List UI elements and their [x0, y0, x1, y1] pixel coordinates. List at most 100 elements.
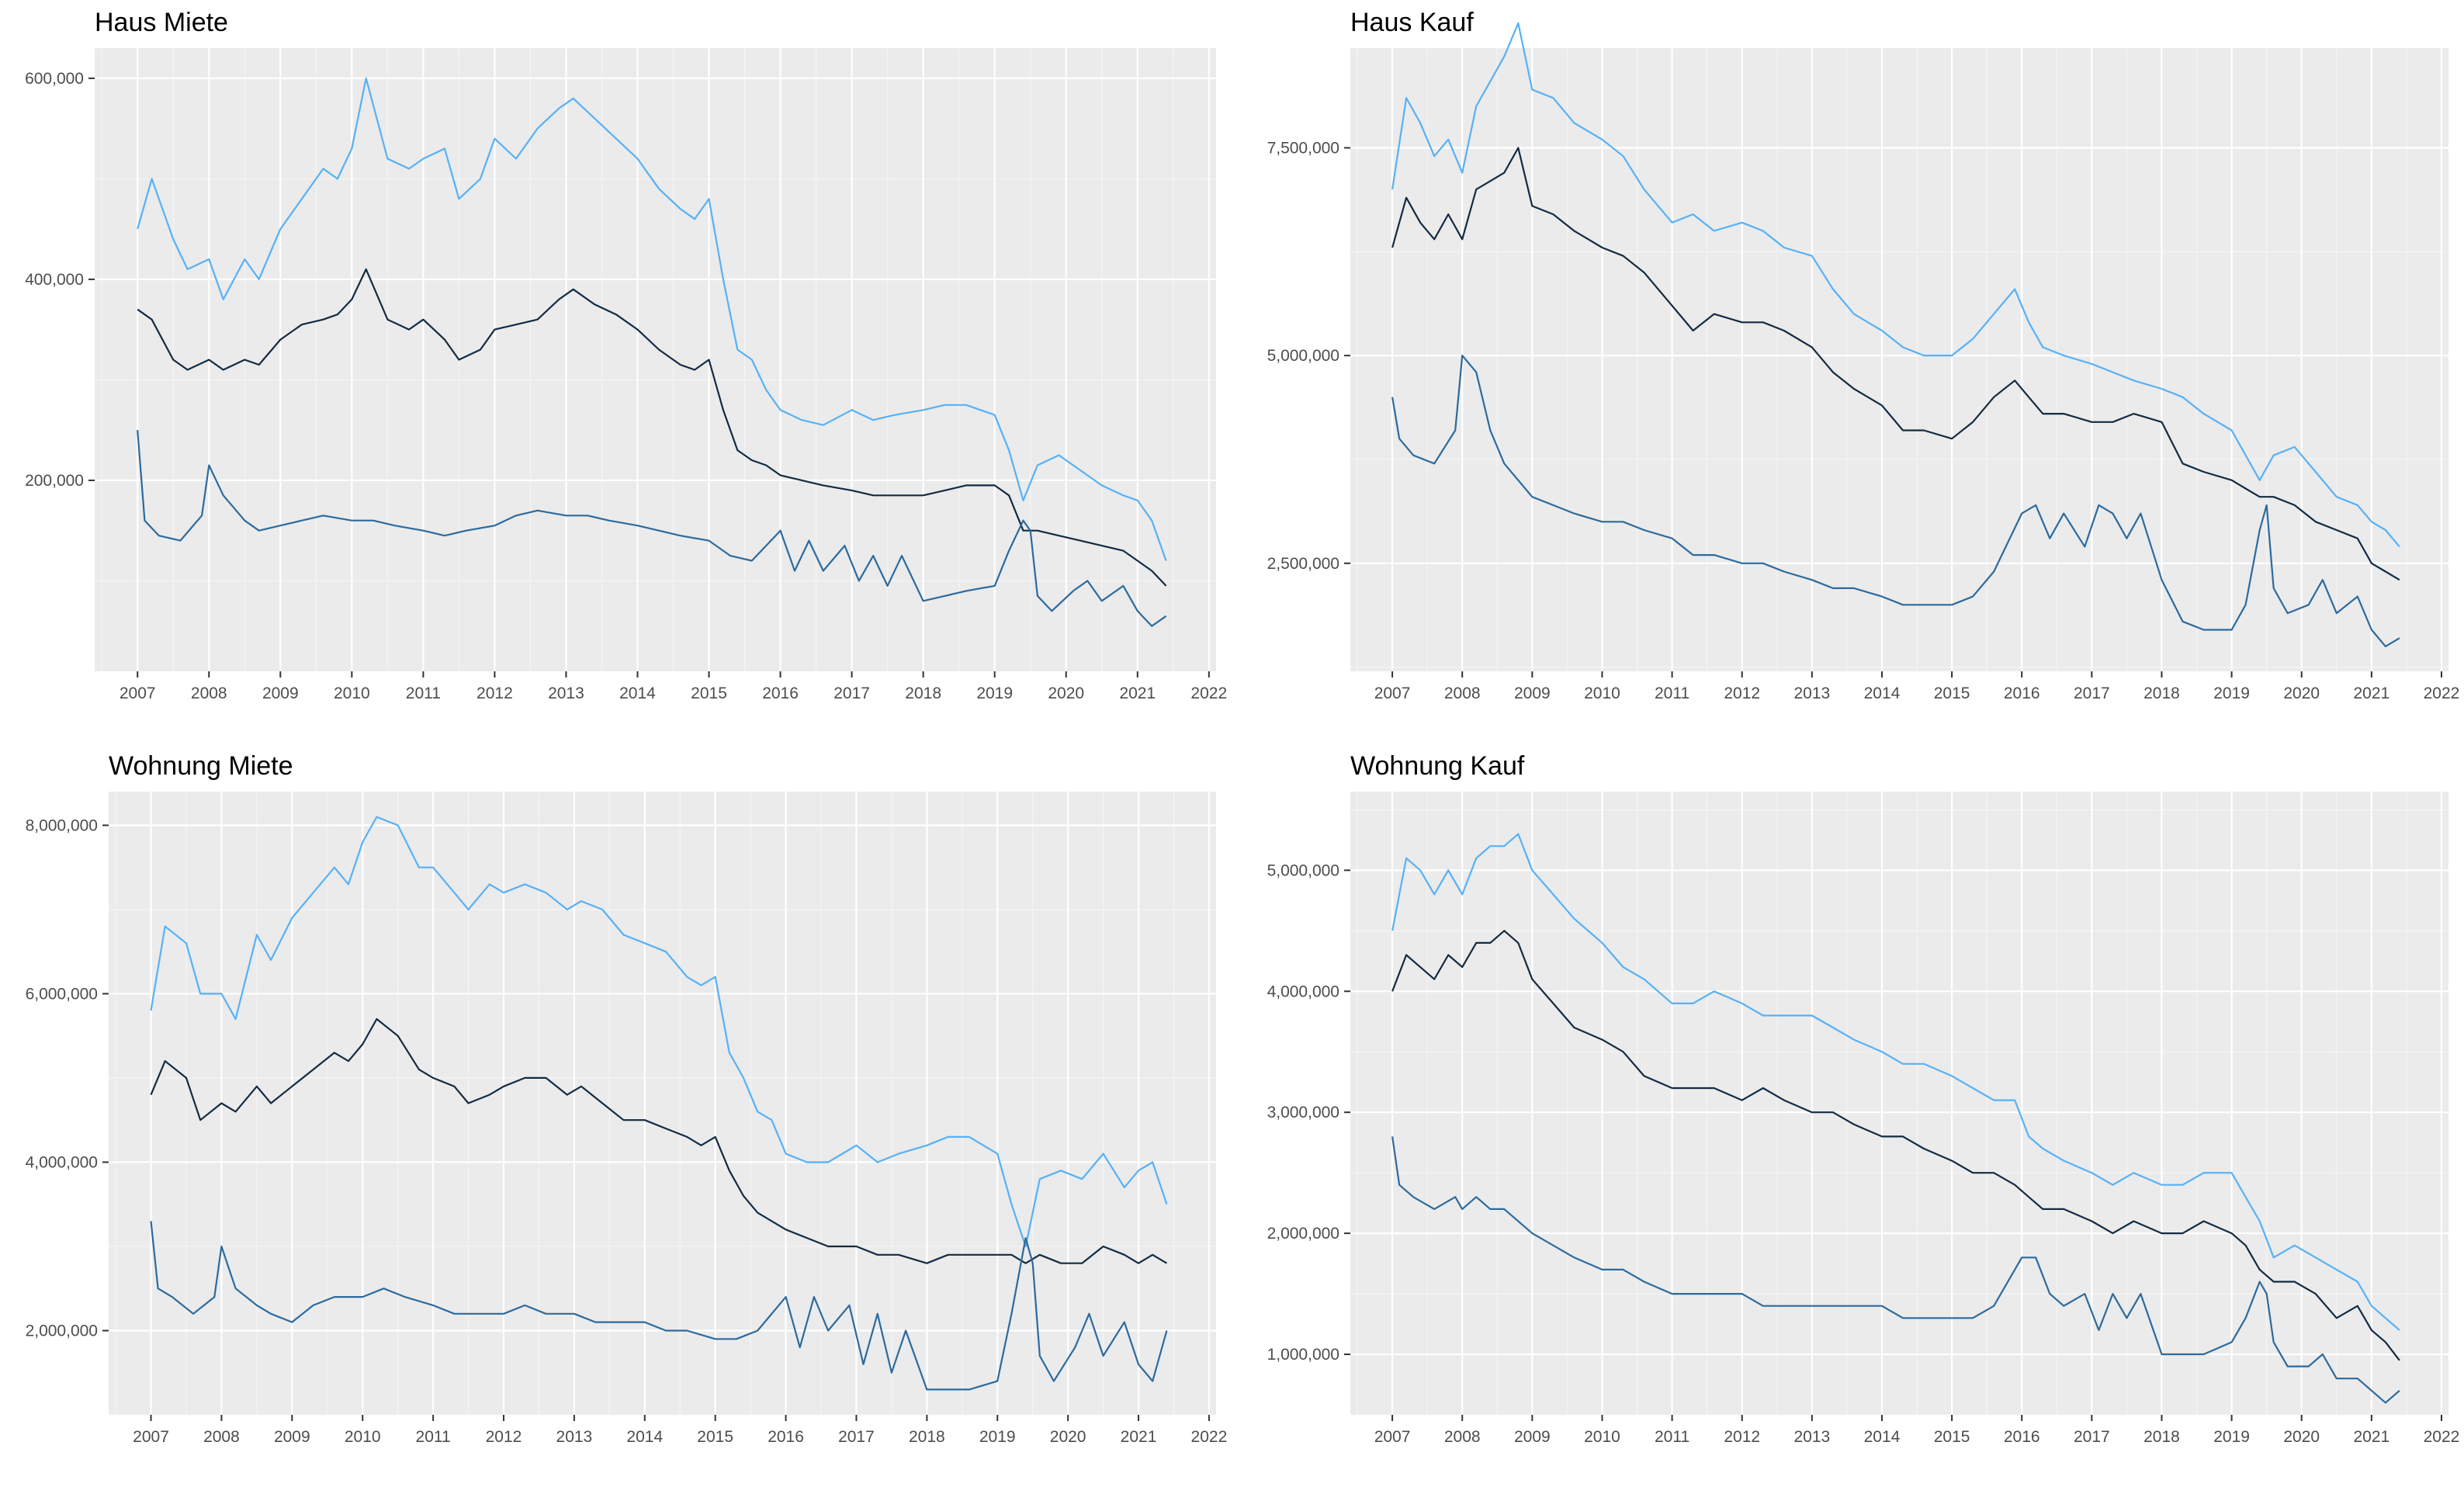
x-tick-label: 2022	[2424, 685, 2460, 702]
series-line-1	[1391, 833, 2400, 1331]
y-tick-label: 4,000,000	[26, 1153, 98, 1171]
y-tick-label: 2,000,000	[1267, 1225, 1339, 1243]
x-tick-label: 2012	[1724, 1428, 1760, 1446]
chart-title: Wohnung Kauf	[1350, 751, 1525, 781]
x-tick-label: 2020	[1050, 1428, 1086, 1446]
chart-title: Haus Kauf	[1350, 8, 1474, 37]
y-tick-label: 7,500,000	[1267, 139, 1339, 157]
x-tick-label: 2013	[1793, 685, 1830, 702]
x-tick-label: 2021	[2354, 685, 2390, 702]
series-line-1	[150, 816, 1168, 1248]
x-tick-label: 2016	[762, 685, 799, 702]
x-tick-label: 2009	[1514, 1428, 1551, 1446]
x-tick-label: 2007	[1374, 685, 1411, 702]
x-tick-label: 2021	[1121, 1428, 1157, 1446]
x-tick-label: 2011	[1655, 1428, 1689, 1446]
x-tick-label: 2018	[2143, 1428, 2180, 1446]
plot-background	[109, 792, 1216, 1415]
series-line-3	[150, 1221, 1168, 1391]
x-tick-label: 2019	[976, 685, 1013, 702]
x-tick-label: 2007	[120, 685, 156, 702]
series-line-2	[1391, 147, 2400, 581]
panel-haus-kauf: Haus Kauf 2,500,000 5,000,000 7,500,000 200…	[1232, 0, 2464, 744]
y-tick-label: 8,000,000	[26, 816, 98, 834]
x-tick-label: 2015	[697, 1428, 733, 1446]
x-tick-label: 2022	[1191, 1428, 1228, 1446]
plot-background	[1350, 48, 2448, 671]
x-tick-label: 2011	[1655, 685, 1689, 702]
plot-background	[95, 48, 1216, 671]
x-tick-label: 2022	[1190, 685, 1227, 702]
panel-wohnung-kauf: Wohnung Kauf 1,000,000 2,000,000 3,000,000…	[1232, 744, 2464, 1487]
x-tick-label: 2013	[548, 685, 584, 702]
chart-title: Wohnung Miete	[109, 751, 293, 781]
y-tick-label: 200,000	[25, 472, 84, 490]
x-tick-label: 2021	[2354, 1428, 2390, 1446]
y-tick-label: 600,000	[25, 70, 84, 88]
x-tick-label: 2015	[1934, 1428, 1970, 1446]
x-tick-label: 2019	[2213, 685, 2250, 702]
plot-background	[1350, 792, 2448, 1415]
x-tick-label: 2014	[1864, 1428, 1901, 1446]
x-tick-label: 2017	[2074, 1428, 2110, 1446]
x-tick-label: 2019	[2213, 1428, 2250, 1446]
x-tick-label: 2008	[1444, 685, 1481, 702]
x-tick-label: 2007	[133, 1428, 169, 1446]
x-tick-label: 2016	[2004, 685, 2040, 702]
x-tick-label: 2015	[691, 685, 727, 702]
x-tick-label: 2013	[556, 1428, 593, 1446]
x-tick-label: 2010	[1584, 685, 1620, 702]
chart-haus-miete: Haus Miete 200,000 400,000 600,000 2007 2008…	[25, 8, 1227, 702]
x-tick-label: 2011	[406, 685, 441, 702]
series-line-3	[1391, 355, 2400, 647]
x-tick-label: 2010	[345, 1428, 381, 1446]
chart-wohnung-kauf: Wohnung Kauf 1,000,000 2,000,000 3,000,000…	[1267, 751, 2460, 1446]
x-tick-label: 2014	[626, 1428, 663, 1446]
y-tick-label: 5,000,000	[1267, 347, 1339, 365]
x-tick-label: 2007	[1374, 1428, 1411, 1446]
y-tick-label: 400,000	[25, 271, 84, 289]
y-tick-label: 4,000,000	[1267, 983, 1339, 1000]
x-tick-label: 2022	[2424, 1428, 2460, 1446]
x-tick-label: 2016	[768, 1428, 804, 1446]
y-tick-label: 1,000,000	[1267, 1346, 1339, 1364]
x-tick-label: 2020	[1048, 685, 1084, 702]
x-tick-label: 2014	[1864, 685, 1901, 702]
x-tick-label: 2009	[274, 1428, 310, 1446]
x-tick-label: 2009	[1514, 685, 1551, 702]
y-tick-label: 2,500,000	[1267, 555, 1339, 573]
x-tick-label: 2009	[262, 685, 299, 702]
x-tick-label: 2017	[833, 685, 870, 702]
series-line-2	[1391, 930, 2400, 1361]
y-tick-label: 6,000,000	[26, 985, 98, 1003]
y-tick-label: 3,000,000	[1267, 1104, 1339, 1121]
panel-haus-miete: Haus Miete 200,000 400,000 600,000 2007 2008…	[0, 0, 1232, 744]
series-line-1	[137, 77, 1167, 561]
x-tick-label: 2013	[1793, 1428, 1830, 1446]
x-tick-label: 2019	[979, 1428, 1016, 1446]
x-tick-label: 2014	[619, 685, 656, 702]
x-tick-label: 2016	[2004, 1428, 2040, 1446]
chart-haus-kauf: Haus Kauf 2,500,000 5,000,000 7,500,000 200…	[1267, 8, 2460, 702]
x-tick-label: 2018	[2143, 685, 2180, 702]
x-tick-label: 2012	[486, 1428, 522, 1446]
x-tick-label: 2015	[1934, 685, 1970, 702]
series-line-1	[1391, 22, 2400, 548]
x-tick-label: 2012	[1724, 685, 1760, 702]
x-tick-label: 2012	[477, 685, 513, 702]
chart-wohnung-miete: Wohnung Miete 2,000,000 4,000,000 6,000,00…	[26, 751, 1228, 1446]
x-tick-label: 2018	[905, 685, 941, 702]
x-tick-label: 2021	[1119, 685, 1156, 702]
y-tick-label: 5,000,000	[1267, 861, 1339, 879]
series-line-2	[137, 268, 1167, 587]
x-tick-label: 2020	[2283, 685, 2320, 702]
x-tick-label: 2008	[203, 1428, 240, 1446]
series-line-3	[137, 430, 1167, 627]
x-tick-label: 2020	[2283, 1428, 2320, 1446]
x-tick-label: 2008	[1444, 1428, 1481, 1446]
y-tick-label: 2,000,000	[26, 1322, 98, 1340]
x-tick-label: 2018	[909, 1428, 945, 1446]
panel-wohnung-miete: Wohnung Miete 2,000,000 4,000,000 6,000,00…	[0, 744, 1232, 1487]
series-line-3	[1391, 1136, 2400, 1404]
x-tick-label: 2017	[2074, 685, 2110, 702]
